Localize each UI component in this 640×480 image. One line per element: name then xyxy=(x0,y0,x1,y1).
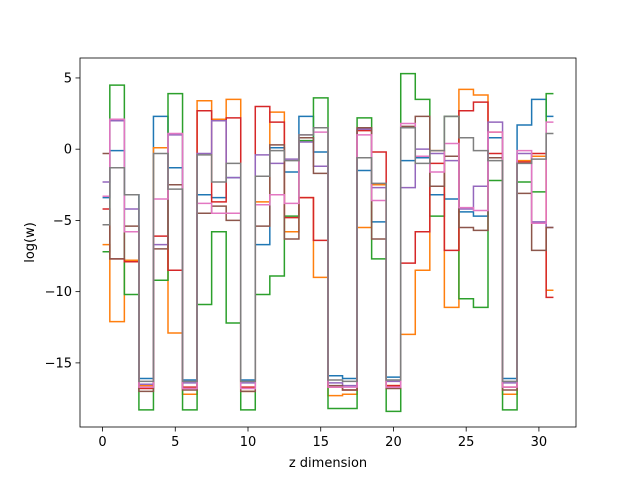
series-line-3 xyxy=(102,72,554,413)
y-ticks: −15 −10 −5 0 5 xyxy=(45,71,80,371)
x-tick-label: 20 xyxy=(385,435,402,450)
plot-frame xyxy=(79,57,577,428)
x-tick-label: 0 xyxy=(98,435,106,450)
x-axis-label: z dimension xyxy=(289,456,367,471)
x-tick-label: 25 xyxy=(458,435,475,450)
series-line-8 xyxy=(102,115,554,383)
series-layer xyxy=(102,72,554,413)
x-tick-label: 10 xyxy=(240,435,257,450)
y-tick-label: −5 xyxy=(53,214,72,229)
y-tick-label: −15 xyxy=(45,356,72,371)
x-ticks: 0 5 10 15 20 25 30 xyxy=(98,427,547,450)
x-tick-label: 30 xyxy=(531,435,548,450)
y-tick-label: 0 xyxy=(64,143,72,158)
y-tick-label: −10 xyxy=(45,285,72,300)
x-tick-label: 5 xyxy=(171,435,179,450)
y-axis-label: log(w) xyxy=(23,222,38,263)
y-tick-label: 5 xyxy=(64,71,72,86)
x-tick-label: 15 xyxy=(312,435,329,450)
